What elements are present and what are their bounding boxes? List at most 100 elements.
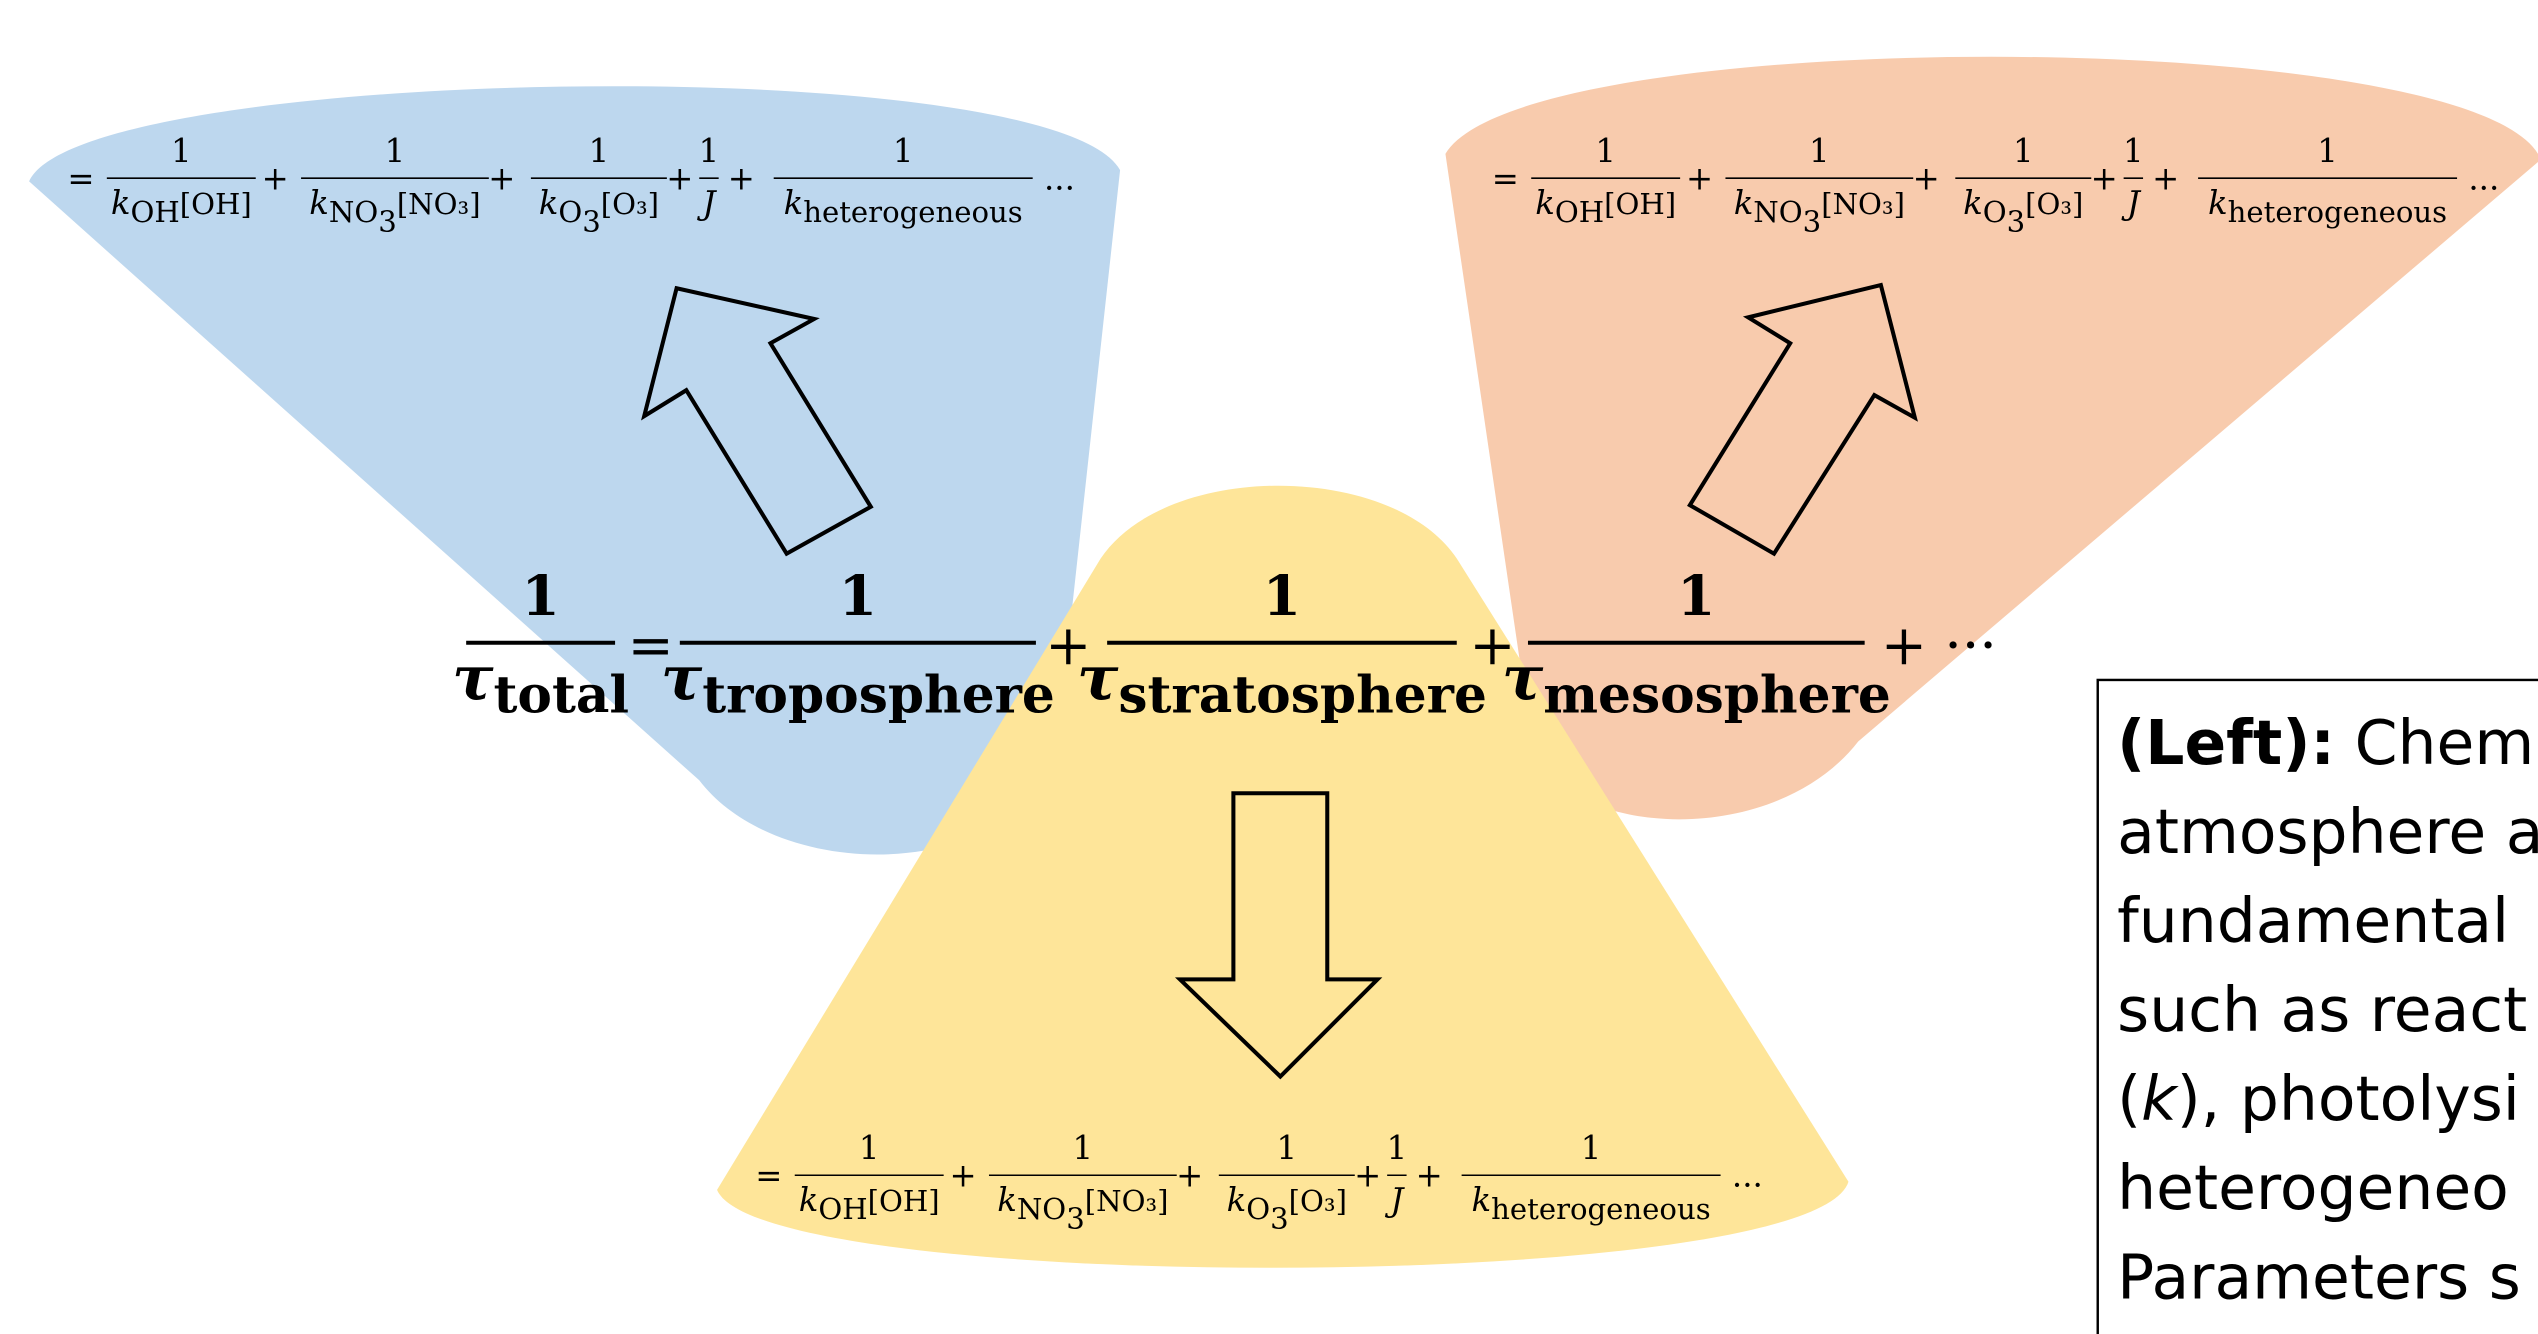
- note-line: (k), photolysi: [2117, 1063, 2520, 1135]
- denominator: J: [1384, 1181, 1405, 1219]
- note-segment: Chemi: [2335, 707, 2538, 779]
- subscript: NO: [1753, 195, 1802, 229]
- numerator: 1: [1387, 1129, 1408, 1167]
- subscript: O: [1983, 195, 2007, 229]
- suffix: ...: [2468, 160, 2499, 198]
- numerator: 1: [859, 1129, 880, 1167]
- symbol: J: [2121, 184, 2142, 222]
- subscript: heterogeneous: [1491, 1192, 1711, 1226]
- denominator: kOH[OH]: [111, 184, 252, 229]
- numerator: 1: [2123, 132, 2144, 170]
- note-segment: k: [2141, 1063, 2179, 1135]
- mesosphere-region: [1445, 56, 2538, 820]
- operator: +: [1354, 1157, 1381, 1195]
- concentration: [NO₃]: [1085, 1184, 1169, 1218]
- symbol: k: [2208, 184, 2228, 222]
- symbol: k: [1734, 184, 1754, 222]
- operator: +: [1176, 1157, 1203, 1195]
- troposphere-region: [29, 86, 1121, 855]
- operator: + ···: [1881, 613, 1997, 677]
- subscript: O: [1246, 1192, 1270, 1226]
- suffix: ...: [1044, 160, 1075, 198]
- numerator: 1: [1677, 563, 1715, 628]
- numerator: 1: [1595, 132, 1616, 170]
- operator: =: [628, 613, 674, 677]
- operator: +: [1416, 1157, 1443, 1195]
- operator: +: [950, 1157, 977, 1195]
- denominator: τstratosphere: [1077, 641, 1487, 725]
- numerator: 1: [171, 132, 192, 170]
- subscript: total: [494, 664, 630, 725]
- numerator: 1: [2013, 132, 2034, 170]
- denominator: kheterogeneous: [784, 184, 1023, 229]
- note-line: such as react: [2117, 974, 2527, 1046]
- numerator: 1: [1263, 563, 1301, 628]
- note-segment: heterogeneo: [2117, 1152, 2509, 1224]
- subscript: OH: [130, 195, 179, 229]
- denominator: τmesosphere: [1502, 641, 1891, 725]
- prefix: =: [1492, 160, 1519, 198]
- denominator: kNO3[NO₃]: [309, 184, 480, 239]
- subscript: NO: [1017, 1192, 1066, 1226]
- denominator: kNO3[NO₃]: [997, 1181, 1168, 1236]
- note-segment: such as react: [2117, 974, 2527, 1046]
- operator: +: [488, 160, 515, 198]
- concentration: [OH]: [180, 187, 252, 221]
- subscript-sub: 3: [1066, 1202, 1085, 1236]
- tau: τ: [1502, 641, 1544, 714]
- prefix: =: [755, 1157, 782, 1195]
- note-segment: ), photolysi: [2177, 1063, 2520, 1135]
- expansion: =1kOH[OH]1kNO3[NO₃]1kO3[O₃]1J1kheterogen…: [67, 132, 1075, 239]
- subscript-sub: 3: [2007, 205, 2026, 239]
- numerator: 1: [1809, 132, 1830, 170]
- symbol: k: [1963, 184, 1983, 222]
- denominator: kOH[OH]: [1535, 184, 1676, 229]
- note-segment: atmosphere a: [2117, 796, 2538, 868]
- subscript: troposphere: [702, 664, 1055, 725]
- subscript: NO: [329, 195, 378, 229]
- concentration: [OH]: [868, 1184, 940, 1218]
- numerator: 1: [1073, 1129, 1094, 1167]
- numerator: 1: [2317, 132, 2338, 170]
- note-segment: (Left):: [2117, 707, 2335, 779]
- subscript: stratosphere: [1118, 664, 1487, 725]
- note-segment: fundamental: [2117, 885, 2509, 957]
- symbol: k: [539, 184, 559, 222]
- symbol: k: [1472, 1181, 1492, 1219]
- operator: +: [2152, 160, 2179, 198]
- numerator: 1: [589, 132, 610, 170]
- operator: +: [1913, 160, 1940, 198]
- concentration: [NO₃]: [397, 187, 481, 221]
- denominator: τtroposphere: [661, 641, 1055, 725]
- denominator: J: [2121, 184, 2142, 222]
- numerator: 1: [1581, 1129, 1602, 1167]
- note-line: Parameters s: [2117, 1241, 2521, 1313]
- denominator: J: [696, 184, 717, 222]
- concentration: [O₃]: [2025, 187, 2083, 221]
- expansion: =1kOH[OH]1kNO3[NO₃]1kO3[O₃]1J1kheterogen…: [1492, 132, 2500, 239]
- note-line: heterogeneo: [2117, 1152, 2509, 1224]
- arrow-up-left: [641, 285, 874, 557]
- numerator: 1: [521, 563, 559, 628]
- symbol: k: [784, 184, 804, 222]
- subscript: mesosphere: [1543, 664, 1891, 725]
- symbol: k: [111, 184, 131, 222]
- prefix: =: [67, 160, 94, 198]
- denominator: kheterogeneous: [1472, 1181, 1711, 1226]
- tau: τ: [661, 641, 703, 714]
- subscript: O: [558, 195, 582, 229]
- subscript: heterogeneous: [803, 195, 1023, 229]
- note-line: (Left): Chemi: [2117, 707, 2538, 779]
- tau: τ: [1077, 641, 1119, 714]
- numerator: 1: [839, 563, 877, 628]
- subscript: OH: [1555, 195, 1604, 229]
- denominator: kheterogeneous: [2208, 184, 2447, 229]
- symbol: J: [1384, 1181, 1405, 1219]
- stratosphere-region: [717, 485, 1849, 1268]
- denominator: kO3[O₃]: [1227, 1181, 1347, 1236]
- expansion: =1kOH[OH]1kNO3[NO₃]1kO3[O₃]1J1kheterogen…: [755, 1129, 1763, 1236]
- concentration: [O₃]: [1289, 1184, 1347, 1218]
- denominator: τtotal: [452, 641, 629, 725]
